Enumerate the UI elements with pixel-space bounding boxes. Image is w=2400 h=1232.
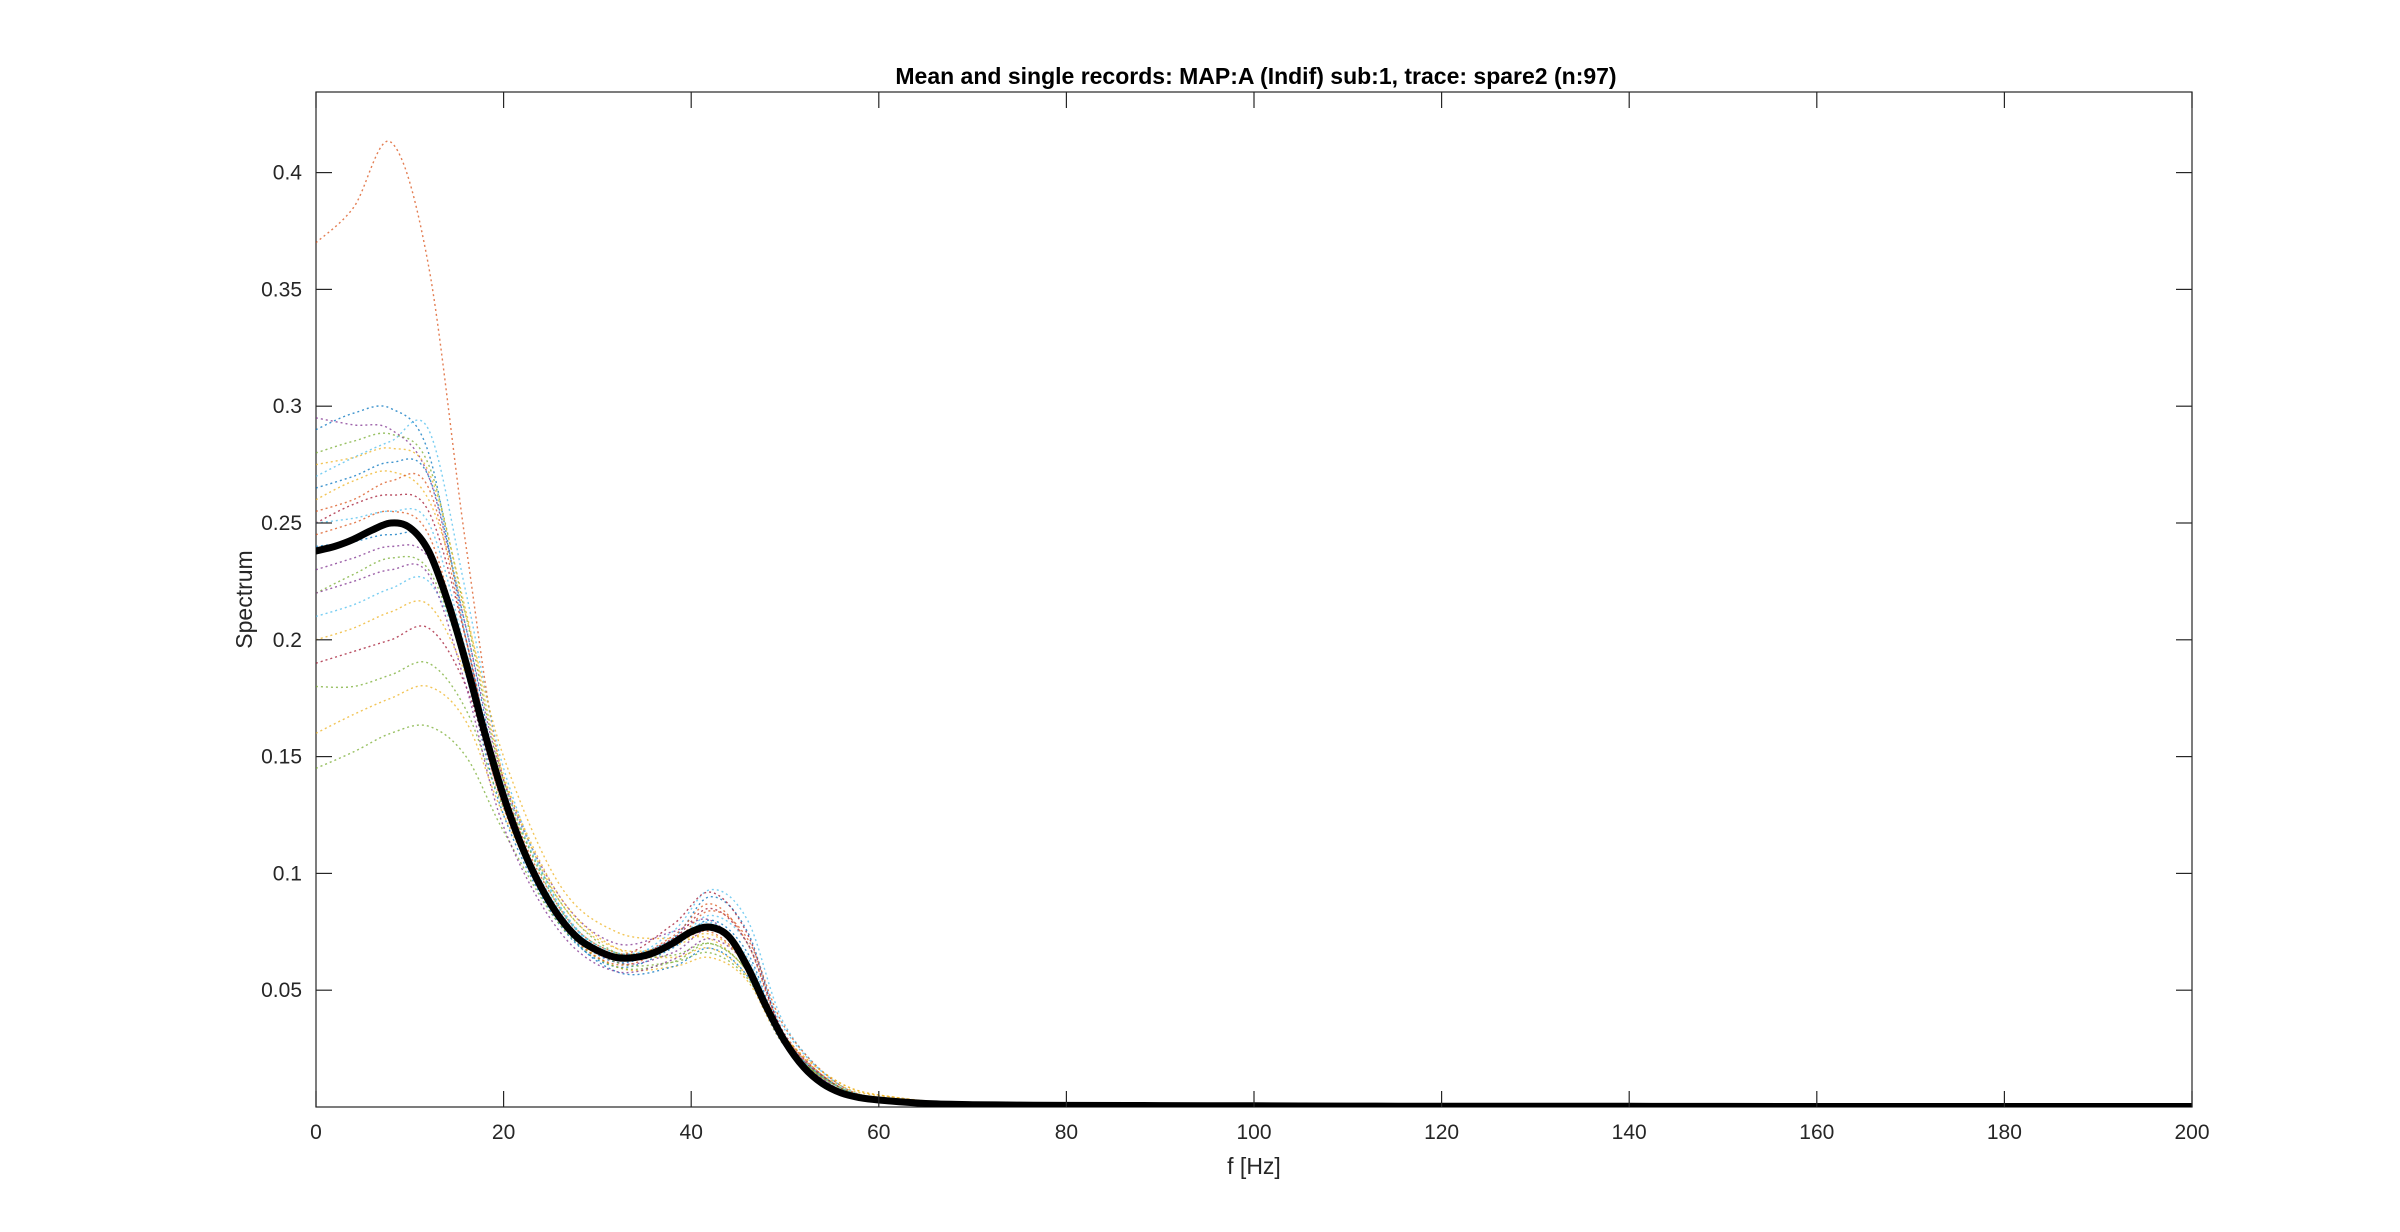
x-tick-label: 20 <box>492 1121 515 1144</box>
ticks-layer: 0 20 40 60 80 100 120 140 160 180 200 0.05 0.1 0.15 0.… <box>261 92 2210 1144</box>
single-record-line-16 <box>316 684 2192 1107</box>
y-tick-label: 0.1 <box>273 862 302 885</box>
x-axis-title: f [Hz] <box>1227 1153 1281 1179</box>
y-tick-label: 0.15 <box>261 746 302 769</box>
y-tick-label: 0.35 <box>261 278 302 301</box>
y-tick-label: 0.05 <box>261 979 302 1002</box>
x-tick-label: 200 <box>2174 1121 2209 1144</box>
x-tick-label: 60 <box>867 1121 890 1144</box>
x-tick-label: 120 <box>1424 1121 1459 1144</box>
single-record-line-5 <box>316 419 2192 1107</box>
x-tick-label: 0 <box>310 1121 322 1144</box>
single-record-line-15 <box>316 661 2192 1107</box>
y-axis-title: Spectrum <box>231 550 257 648</box>
x-tick-label: 40 <box>680 1121 703 1144</box>
mean-series-line <box>316 519 2192 1107</box>
y-tick-label: 0.3 <box>273 395 302 418</box>
x-tick-label: 80 <box>1055 1121 1078 1144</box>
x-tick-label: 180 <box>1987 1121 2022 1144</box>
x-tick-label: 100 <box>1236 1121 1271 1144</box>
x-tick-label: 140 <box>1612 1121 1647 1144</box>
y-tick-label: 0.2 <box>273 629 302 652</box>
y-tick-label: 0.25 <box>261 512 302 535</box>
x-tick-label: 160 <box>1799 1121 1834 1144</box>
single-record-line-6 <box>316 470 2192 1107</box>
plot-title: Mean and single records: MAP:A (Indif) s… <box>895 63 1616 89</box>
mean-layer <box>316 519 2192 1107</box>
axes-box <box>315 91 2193 1108</box>
y-tick-label: 0.4 <box>273 162 303 185</box>
